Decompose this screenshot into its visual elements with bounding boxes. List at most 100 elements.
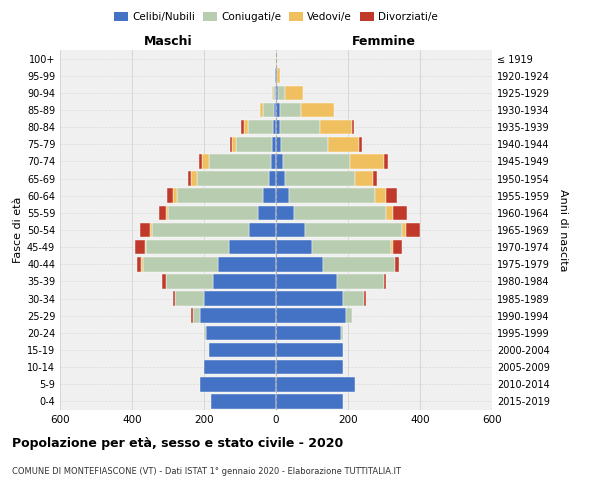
Bar — [406, 222, 420, 238]
Bar — [305, 222, 402, 238]
Y-axis label: Fasce di età: Fasce di età — [13, 197, 23, 263]
Bar — [146, 240, 229, 254]
Bar — [328, 137, 359, 152]
Bar — [191, 172, 197, 186]
Bar — [350, 154, 384, 168]
Bar — [276, 342, 343, 357]
Bar — [277, 68, 280, 83]
Bar — [197, 172, 269, 186]
Bar — [193, 308, 200, 323]
Bar — [152, 222, 249, 238]
Bar — [134, 240, 145, 254]
Bar — [275, 86, 276, 100]
Bar — [140, 222, 150, 238]
Bar — [204, 292, 276, 306]
Bar — [244, 120, 248, 134]
Bar — [232, 137, 236, 152]
Bar — [276, 377, 355, 392]
Bar — [276, 360, 343, 374]
Bar — [271, 154, 276, 168]
Bar — [230, 137, 232, 152]
Text: COMUNE DI MONTEFIASCONE (VT) - Dati ISTAT 1° gennaio 2020 - Elaborazione TUTTITA: COMUNE DI MONTEFIASCONE (VT) - Dati ISTA… — [12, 468, 401, 476]
Bar — [269, 172, 276, 186]
Bar — [200, 308, 276, 323]
Bar — [202, 154, 209, 168]
Bar — [276, 68, 277, 83]
Bar — [143, 257, 218, 272]
Bar — [276, 102, 280, 118]
Bar — [168, 206, 258, 220]
Bar — [278, 86, 285, 100]
Bar — [285, 86, 303, 100]
Bar — [355, 172, 373, 186]
Bar — [359, 137, 362, 152]
Bar — [204, 360, 276, 374]
Bar — [294, 206, 386, 220]
Bar — [141, 257, 143, 272]
Bar — [289, 188, 375, 203]
Bar — [213, 274, 276, 288]
Bar — [285, 172, 355, 186]
Legend: Celibi/Nubili, Coniugati/e, Vedovi/e, Divorziati/e: Celibi/Nubili, Coniugati/e, Vedovi/e, Di… — [110, 8, 442, 26]
Y-axis label: Anni di nascita: Anni di nascita — [558, 188, 568, 271]
Bar — [249, 222, 276, 238]
Bar — [173, 292, 175, 306]
Bar — [275, 68, 276, 83]
Bar — [274, 102, 276, 118]
Bar — [272, 137, 276, 152]
Bar — [145, 240, 146, 254]
Bar — [312, 240, 391, 254]
Bar — [395, 257, 399, 272]
Bar — [204, 326, 206, 340]
Bar — [375, 188, 386, 203]
Bar — [276, 154, 283, 168]
Text: Femmine: Femmine — [352, 34, 416, 48]
Bar — [209, 154, 271, 168]
Bar — [206, 326, 276, 340]
Bar — [209, 342, 276, 357]
Bar — [276, 137, 281, 152]
Bar — [241, 120, 244, 134]
Bar — [346, 308, 352, 323]
Bar — [276, 326, 341, 340]
Bar — [188, 172, 191, 186]
Text: Maschi: Maschi — [143, 34, 193, 48]
Bar — [236, 137, 272, 152]
Bar — [320, 120, 352, 134]
Bar — [276, 240, 312, 254]
Bar — [175, 292, 204, 306]
Bar — [248, 120, 273, 134]
Bar — [159, 206, 166, 220]
Bar — [177, 188, 263, 203]
Bar — [229, 240, 276, 254]
Bar — [274, 86, 275, 100]
Bar — [341, 326, 343, 340]
Bar — [373, 172, 377, 186]
Bar — [276, 308, 346, 323]
Bar — [352, 120, 354, 134]
Bar — [384, 274, 386, 288]
Bar — [167, 188, 173, 203]
Bar — [391, 240, 393, 254]
Bar — [337, 274, 384, 288]
Bar — [162, 274, 166, 288]
Bar — [323, 257, 395, 272]
Bar — [137, 257, 141, 272]
Bar — [263, 102, 274, 118]
Bar — [258, 206, 276, 220]
Bar — [276, 292, 343, 306]
Bar — [166, 274, 213, 288]
Bar — [191, 308, 193, 323]
Bar — [263, 188, 276, 203]
Bar — [276, 188, 289, 203]
Bar — [276, 120, 280, 134]
Bar — [150, 222, 152, 238]
Bar — [276, 222, 305, 238]
Bar — [393, 240, 402, 254]
Bar — [200, 377, 276, 392]
Bar — [280, 120, 320, 134]
Bar — [281, 137, 328, 152]
Bar — [272, 86, 274, 100]
Bar — [386, 188, 397, 203]
Bar — [260, 102, 263, 118]
